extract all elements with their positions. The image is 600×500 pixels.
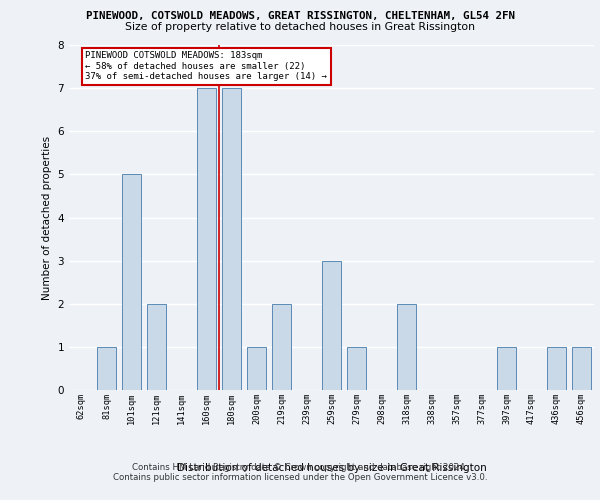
Text: Contains HM Land Registry data © Crown copyright and database right 2024.: Contains HM Land Registry data © Crown c…: [132, 462, 468, 471]
Bar: [497, 347, 516, 390]
Bar: [97, 347, 116, 390]
Bar: [397, 304, 416, 390]
Bar: [272, 304, 291, 390]
Text: PINEWOOD COTSWOLD MEADOWS: 183sqm
← 58% of detached houses are smaller (22)
37% : PINEWOOD COTSWOLD MEADOWS: 183sqm ← 58% …: [85, 52, 327, 82]
Bar: [147, 304, 166, 390]
Bar: [572, 347, 591, 390]
Y-axis label: Number of detached properties: Number of detached properties: [42, 136, 52, 300]
Bar: [222, 88, 241, 390]
Text: Size of property relative to detached houses in Great Rissington: Size of property relative to detached ho…: [125, 22, 475, 32]
Bar: [547, 347, 566, 390]
X-axis label: Distribution of detached houses by size in Great Rissington: Distribution of detached houses by size …: [176, 463, 487, 473]
Bar: [122, 174, 141, 390]
Text: Contains public sector information licensed under the Open Government Licence v3: Contains public sector information licen…: [113, 472, 487, 482]
Text: PINEWOOD, COTSWOLD MEADOWS, GREAT RISSINGTON, CHELTENHAM, GL54 2FN: PINEWOOD, COTSWOLD MEADOWS, GREAT RISSIN…: [86, 11, 515, 21]
Bar: [247, 347, 266, 390]
Bar: [197, 88, 216, 390]
Bar: [347, 347, 366, 390]
Bar: [322, 260, 341, 390]
